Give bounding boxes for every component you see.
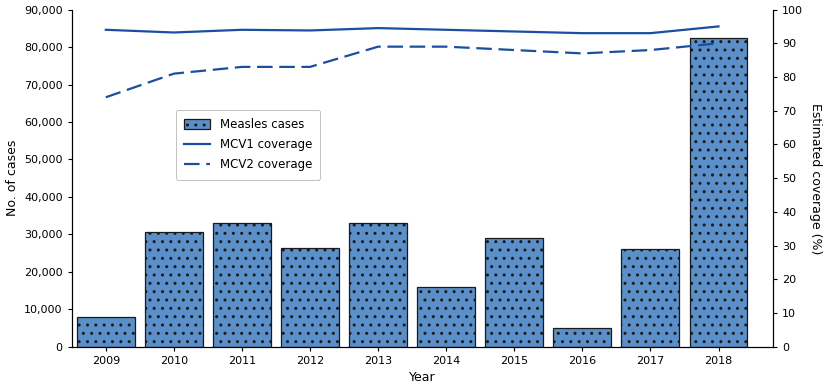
Y-axis label: No. of cases: No. of cases bbox=[6, 140, 18, 216]
X-axis label: Year: Year bbox=[409, 371, 435, 385]
Bar bbox=[77, 317, 135, 347]
Bar bbox=[485, 238, 543, 347]
Bar bbox=[621, 250, 678, 347]
Legend: Measles cases, MCV1 coverage, MCV2 coverage: Measles cases, MCV1 coverage, MCV2 cover… bbox=[175, 110, 320, 180]
Bar bbox=[689, 38, 747, 347]
Bar bbox=[552, 328, 610, 347]
Bar bbox=[280, 248, 338, 347]
Bar bbox=[417, 287, 475, 347]
Bar bbox=[213, 223, 270, 347]
Bar bbox=[145, 232, 203, 347]
Bar bbox=[349, 223, 407, 347]
Y-axis label: Estimated coverage (%): Estimated coverage (%) bbox=[809, 103, 821, 254]
